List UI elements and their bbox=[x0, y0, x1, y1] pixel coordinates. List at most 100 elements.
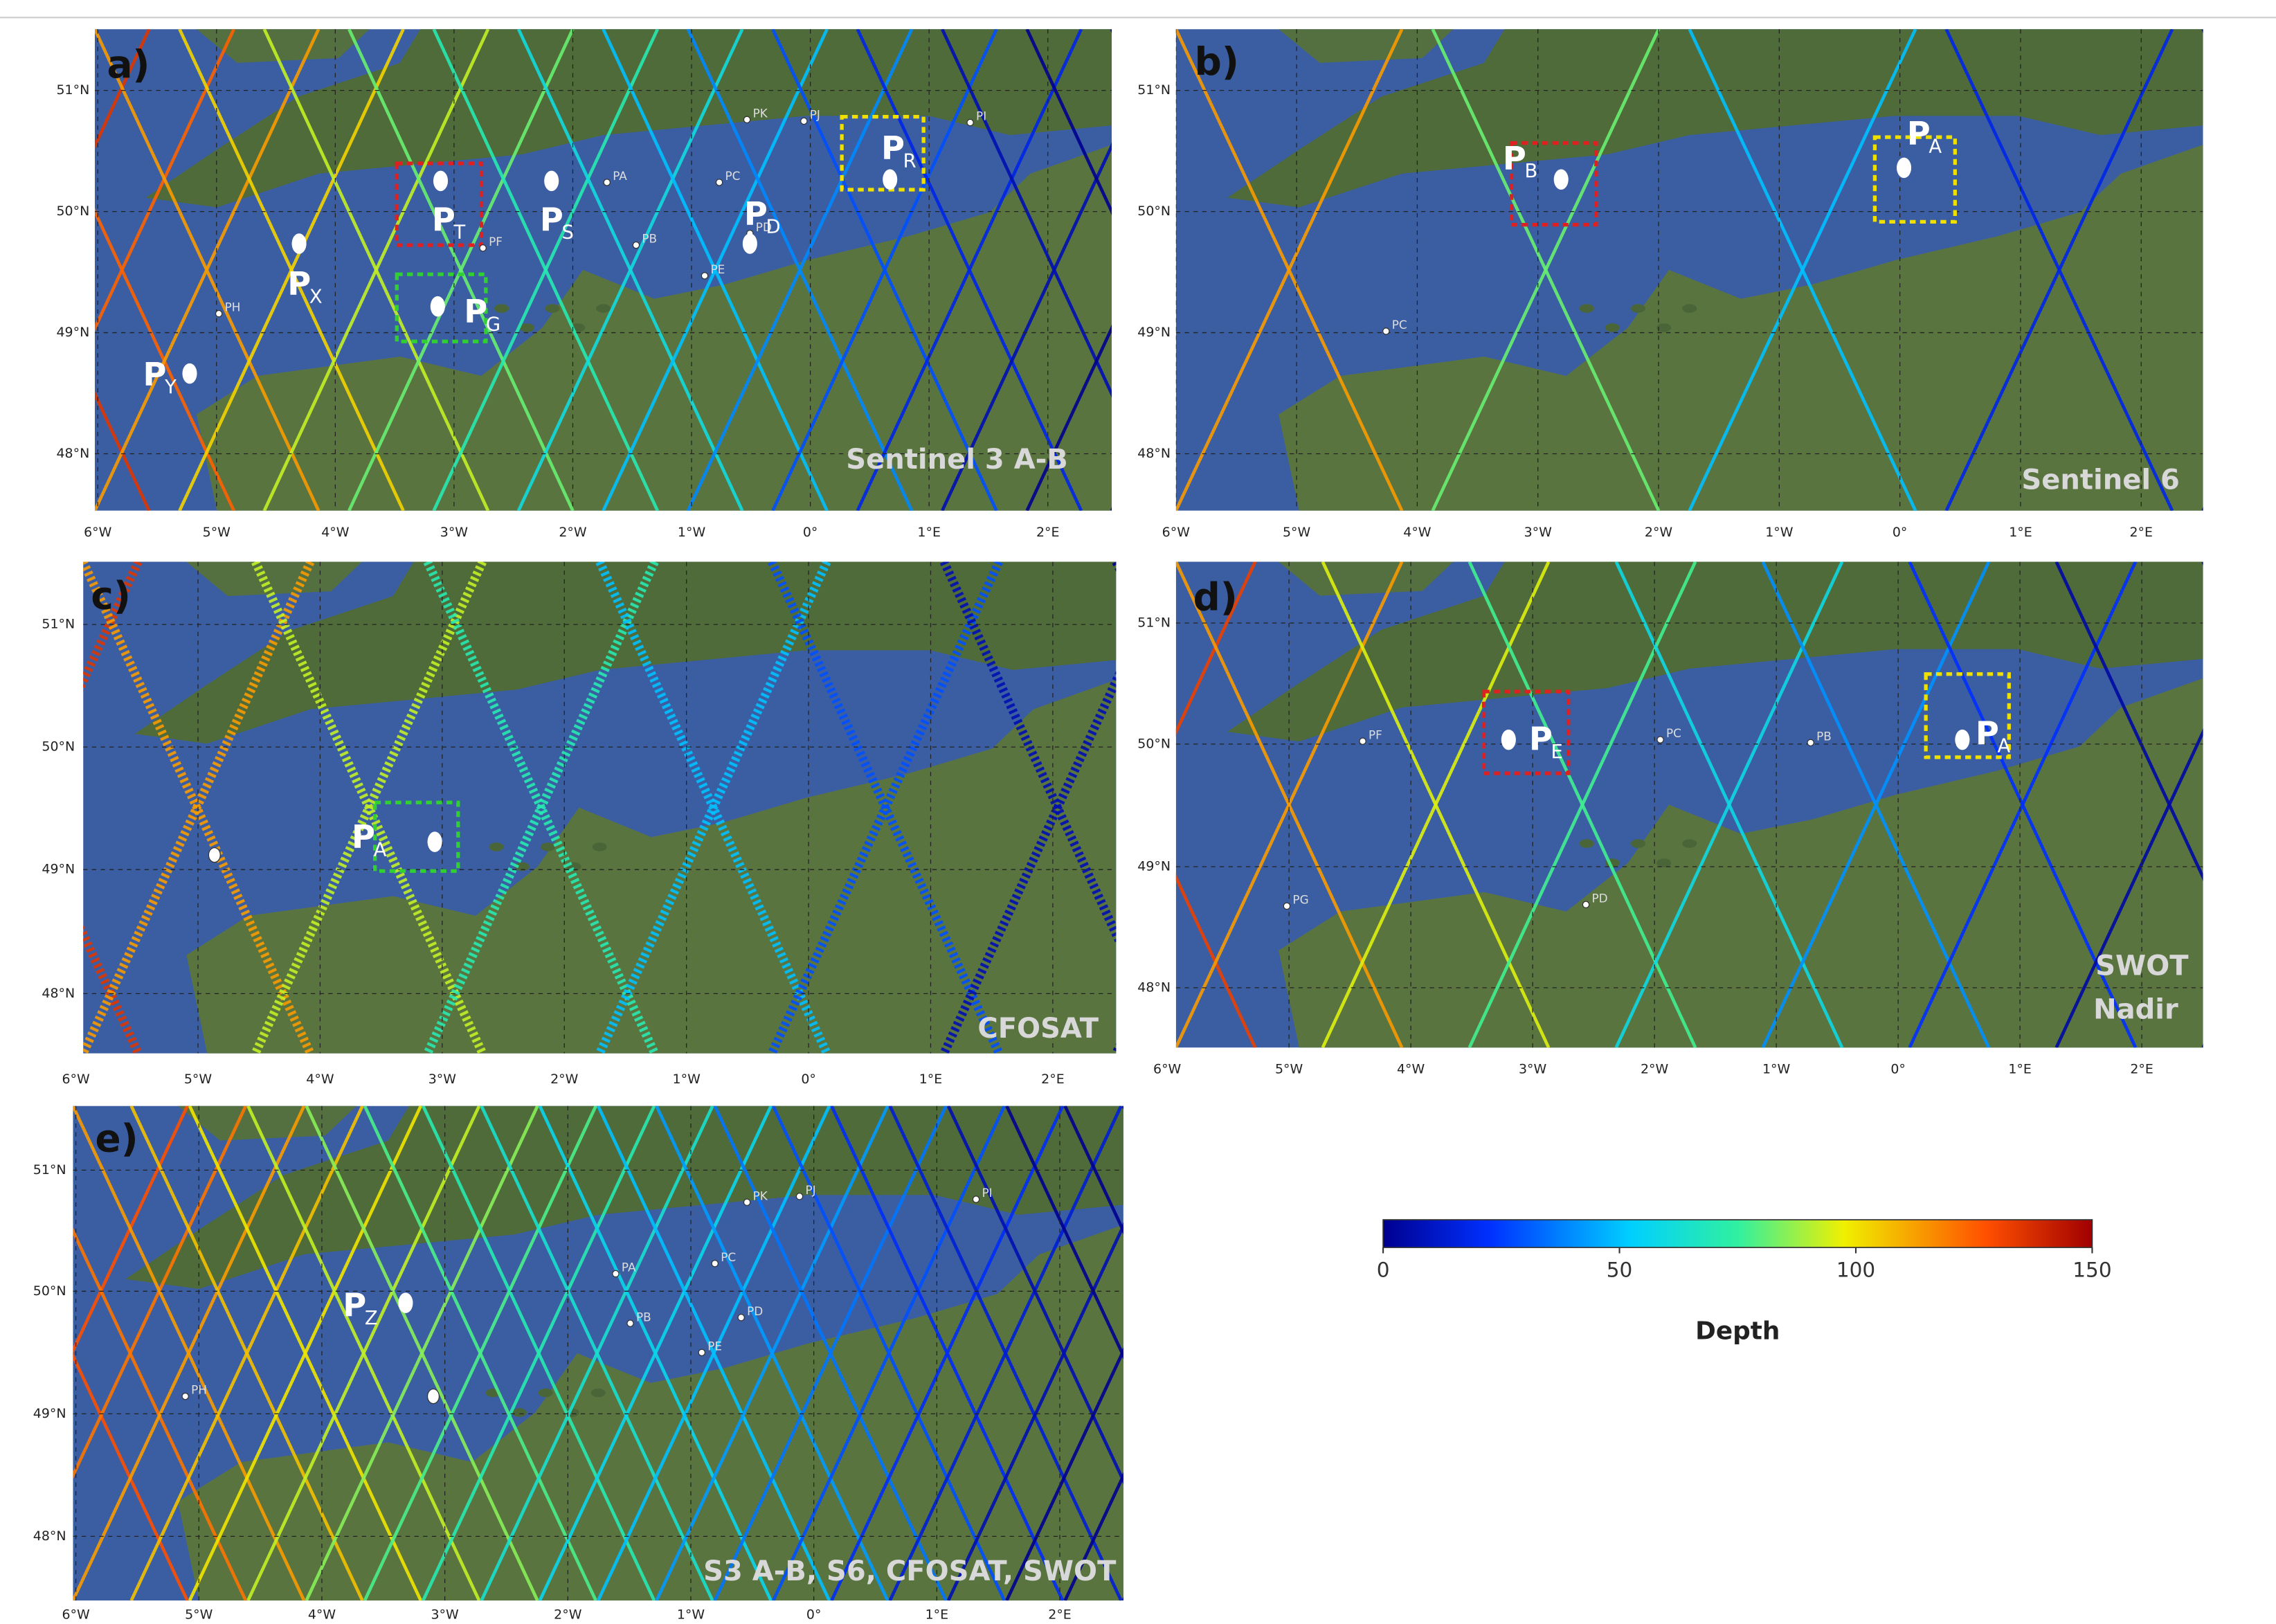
lon-label: 6°W bbox=[84, 525, 112, 540]
panel-label: c) bbox=[91, 573, 131, 617]
lon-label: 3°W bbox=[440, 525, 469, 540]
point-label: P bbox=[352, 818, 375, 855]
satellite-track bbox=[768, 561, 1004, 1054]
island bbox=[1682, 839, 1697, 848]
satellite-track bbox=[178, 29, 405, 511]
lon-label: 0° bbox=[1893, 525, 1908, 540]
lat-label: 51°N bbox=[33, 1162, 66, 1178]
lat-label: 48°N bbox=[1137, 446, 1171, 461]
lon-label: 1°W bbox=[678, 525, 706, 540]
satellite-track bbox=[1944, 29, 2174, 511]
island bbox=[514, 862, 530, 872]
lat-label: 50°N bbox=[1137, 736, 1171, 751]
land-england bbox=[125, 1106, 1123, 1290]
satellite-track bbox=[1025, 29, 1112, 216]
station-dot bbox=[795, 1193, 804, 1200]
station-label: PD bbox=[1592, 891, 1608, 905]
point-marker bbox=[426, 1388, 440, 1405]
satellite-track bbox=[423, 561, 659, 1054]
colorbar-tick-label: 150 bbox=[2072, 1258, 2111, 1281]
station-label: PK bbox=[753, 106, 768, 120]
point-label-sub: G bbox=[486, 314, 500, 336]
satellite-name: Sentinel 3 A-B bbox=[846, 444, 1068, 476]
lat-label: 50°N bbox=[1137, 204, 1171, 219]
station-dot bbox=[1359, 737, 1366, 745]
satellite-track bbox=[246, 1106, 481, 1601]
colorbar-tick-label: 50 bbox=[1607, 1258, 1633, 1281]
lon-label: 1°W bbox=[673, 1072, 701, 1087]
satellite-track bbox=[2201, 561, 2203, 566]
satellite-track bbox=[251, 561, 487, 1054]
lon-label: 6°W bbox=[1153, 1061, 1182, 1076]
station-label: PF bbox=[1369, 728, 1382, 741]
satellite-track bbox=[1688, 29, 1917, 511]
satellite-track bbox=[95, 390, 151, 511]
lat-label: 49°N bbox=[1137, 858, 1171, 874]
satellite-track bbox=[939, 670, 1117, 1054]
island bbox=[541, 842, 556, 851]
lat-label: 50°N bbox=[33, 1283, 66, 1299]
satellite-track bbox=[188, 1106, 422, 1601]
satellite-track bbox=[2201, 1043, 2203, 1048]
satellite-track bbox=[95, 29, 235, 332]
satellite-track bbox=[538, 1106, 773, 1601]
satellite-track bbox=[432, 29, 659, 511]
satellite-track bbox=[2201, 29, 2203, 33]
island bbox=[1656, 323, 1672, 332]
island bbox=[592, 842, 607, 851]
satellite-track bbox=[1063, 1106, 1123, 1235]
point-label: P bbox=[881, 129, 905, 167]
satellite-track bbox=[422, 1106, 656, 1601]
point-label: P bbox=[1503, 139, 1526, 177]
point-label: P bbox=[432, 201, 455, 238]
lon-label: 3°W bbox=[1519, 1061, 1547, 1076]
station-label: PI bbox=[976, 109, 986, 123]
satellite-track bbox=[73, 1106, 189, 1355]
land-france bbox=[178, 1225, 1123, 1601]
land-wales bbox=[186, 561, 363, 597]
point-marker bbox=[1501, 729, 1516, 750]
lon-label: 1°E bbox=[919, 1072, 943, 1087]
point-marker bbox=[398, 1292, 413, 1313]
station-label: PE bbox=[707, 1339, 722, 1353]
station-dot bbox=[1382, 327, 1390, 335]
point-label-sub: X bbox=[309, 286, 323, 307]
station-dot bbox=[972, 1196, 980, 1203]
highlight-box bbox=[1924, 672, 2011, 759]
satellite-track bbox=[2054, 728, 2203, 1048]
map-body bbox=[83, 561, 1117, 1054]
lat-label: 51°N bbox=[42, 617, 75, 632]
satellite-track bbox=[602, 29, 829, 511]
island bbox=[519, 323, 534, 332]
land-wales bbox=[1279, 561, 1454, 596]
station-label: PC bbox=[1666, 726, 1681, 740]
lat-label: 51°N bbox=[56, 82, 89, 98]
land-france bbox=[1279, 145, 2203, 511]
lon-label: 1°E bbox=[917, 525, 941, 540]
panel-label: d) bbox=[1193, 575, 1238, 619]
lon-label: 1°E bbox=[2008, 1061, 2032, 1076]
lat-label: 48°N bbox=[42, 986, 75, 1001]
satellite-track bbox=[305, 1106, 539, 1601]
lat-label: 49°N bbox=[42, 862, 75, 877]
island bbox=[590, 1388, 606, 1398]
point-label: P bbox=[287, 265, 311, 303]
lon-label: 4°W bbox=[321, 525, 350, 540]
station-dot bbox=[698, 1348, 706, 1357]
satellite-track bbox=[95, 29, 320, 511]
highlight-box bbox=[373, 800, 460, 873]
lat-label: 49°N bbox=[56, 325, 89, 340]
point-label: P bbox=[1529, 720, 1553, 757]
station-label: PK bbox=[753, 1189, 768, 1202]
lon-label: 2°E bbox=[1036, 525, 1060, 540]
satellite-track bbox=[83, 561, 143, 692]
satellite-track bbox=[1175, 561, 1257, 737]
station-dot bbox=[1582, 901, 1590, 909]
colorbar-title: Depth bbox=[1695, 1317, 1780, 1345]
island bbox=[1656, 858, 1672, 867]
satellite-name: CFOSAT bbox=[977, 1013, 1099, 1045]
lon-label: 0° bbox=[1890, 1061, 1906, 1076]
point-marker bbox=[544, 170, 559, 192]
lat-label: 48°N bbox=[56, 446, 89, 461]
lon-label: 2°E bbox=[1041, 1072, 1065, 1087]
